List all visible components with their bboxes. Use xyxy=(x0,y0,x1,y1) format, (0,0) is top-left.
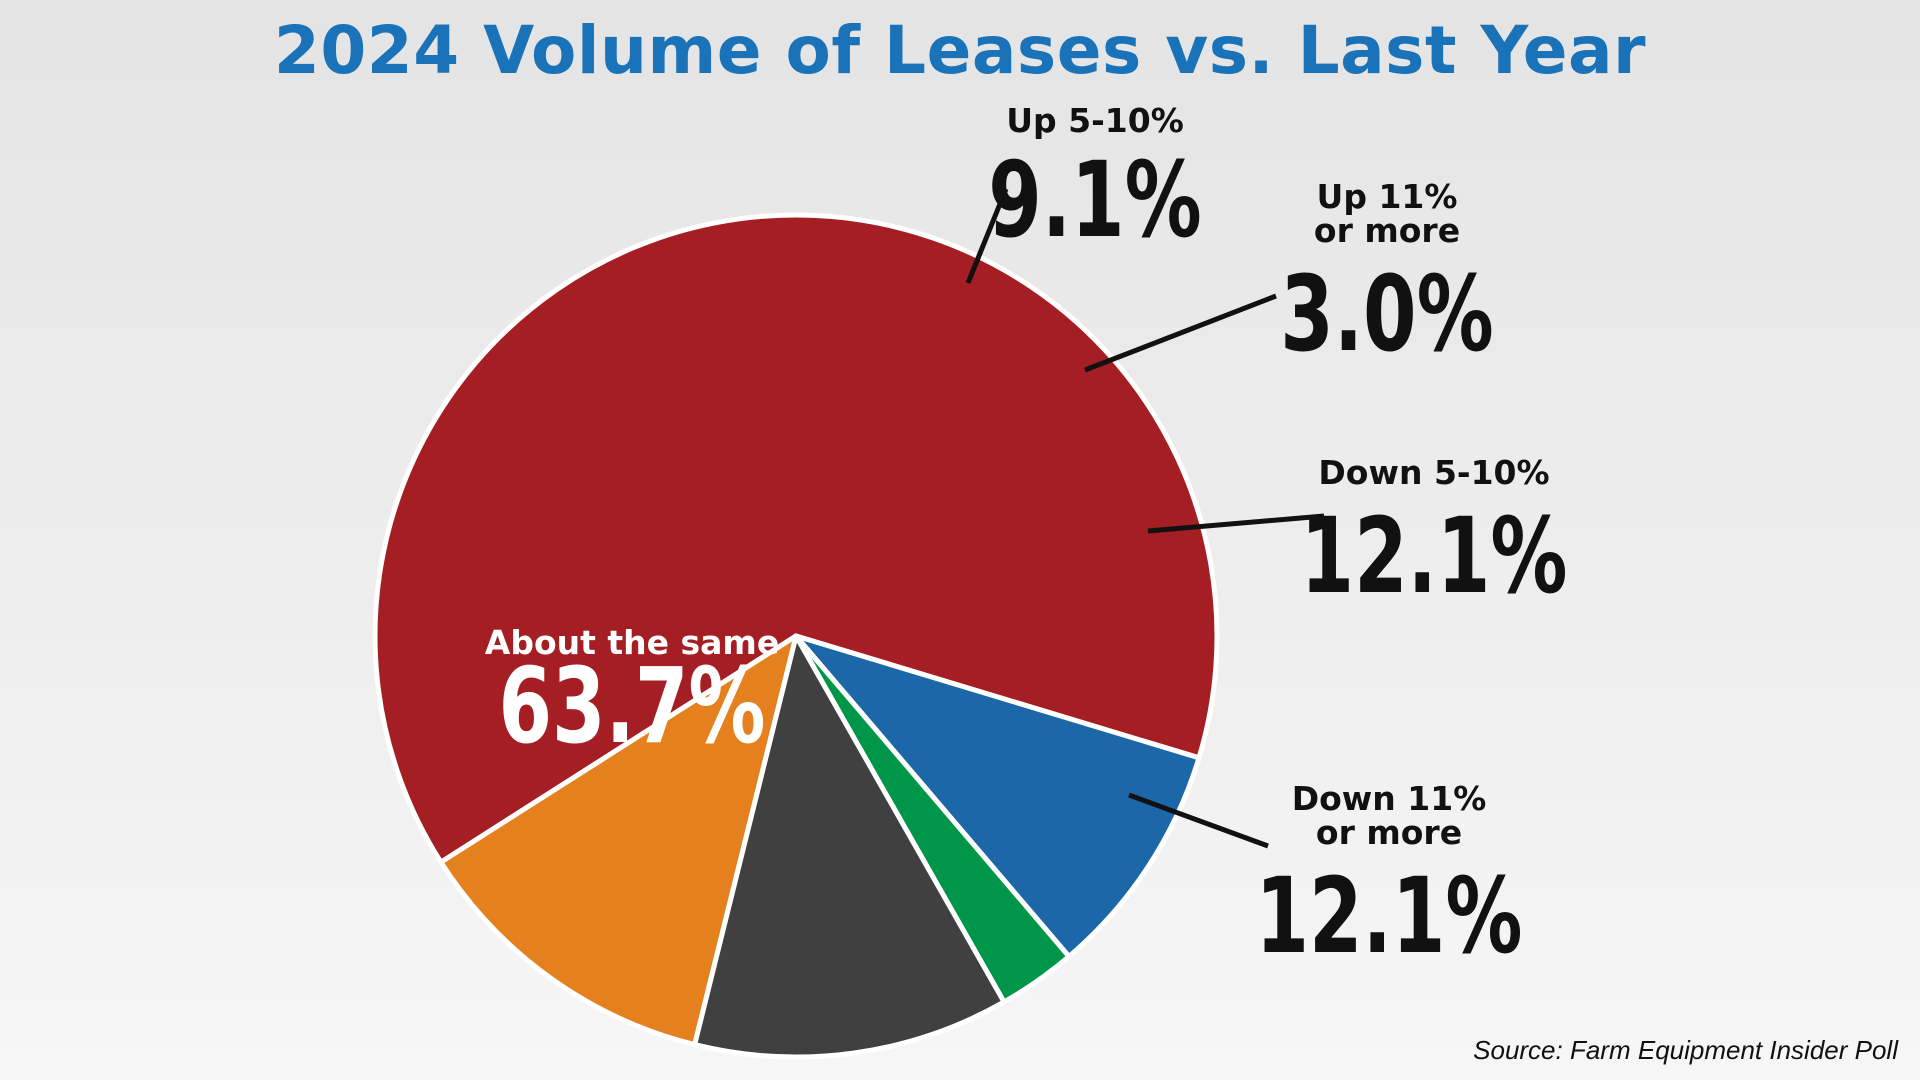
slice-value-down-5-10: 12.1% xyxy=(1301,495,1568,617)
slice-label-down-5-10: Down 5-10% xyxy=(1318,453,1549,492)
slice-label-down-11-or-more: Down 11% or more xyxy=(1292,779,1487,852)
source-note: Source: Farm Equipment Insider Poll xyxy=(1473,1035,1898,1065)
pie-slice-up-5-10 xyxy=(793,633,1202,960)
chart-title: 2024 Volume of Leases vs. Last Year xyxy=(273,12,1647,89)
leader-line-up-5-10 xyxy=(965,188,1009,284)
leader-line-down-11-or-more xyxy=(1128,792,1269,849)
slice-label-about-the-same: About the same xyxy=(485,623,779,662)
pie-slice-down-11-or-more xyxy=(438,633,799,1048)
leader-line-up-11-or-more xyxy=(1084,293,1277,373)
pie-slice-about-the-same xyxy=(372,212,1220,865)
leader-line-down-5-10 xyxy=(1147,513,1325,534)
slice-value-up-11-or-more: 3.0% xyxy=(1280,253,1493,375)
slice-value-about-the-same: 63.7% xyxy=(499,645,766,767)
slice-value-up-5-10: 9.1% xyxy=(988,139,1201,261)
slice-label-up-11-or-more: Up 11% or more xyxy=(1314,177,1460,250)
slice-value-down-11-or-more: 12.1% xyxy=(1256,855,1523,977)
slice-label-up-5-10: Up 5-10% xyxy=(1006,101,1184,140)
